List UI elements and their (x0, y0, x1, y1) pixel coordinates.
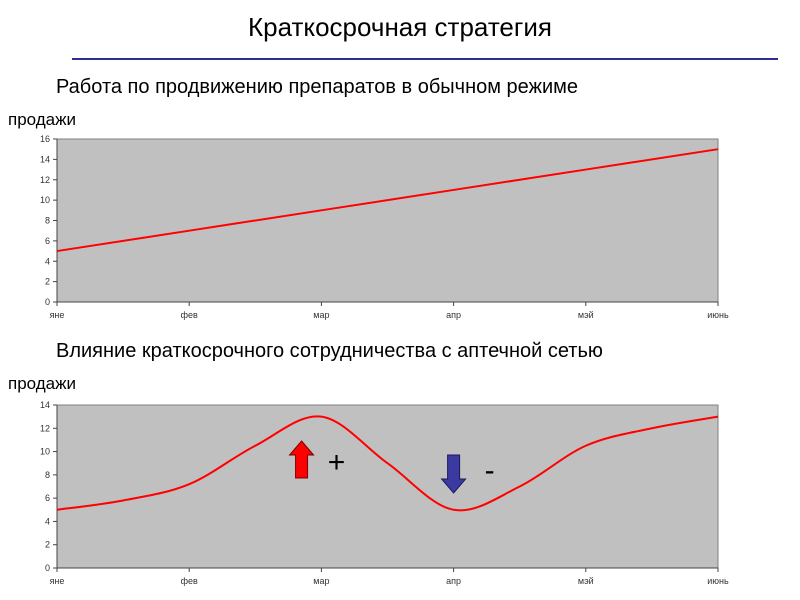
minus-sign: - (485, 454, 495, 487)
down-arrow-icon (440, 454, 467, 494)
y-tick-label: 2 (45, 277, 50, 287)
plot-area (56, 138, 719, 303)
y-tick-label: 8 (45, 216, 50, 226)
x-tick-label: мар (313, 576, 329, 586)
plot-area (56, 404, 719, 569)
up-arrow-icon (288, 440, 315, 479)
slide-title: Краткосрочная стратегия (248, 12, 552, 42)
y-tick-label: 6 (45, 493, 50, 503)
y-tick-label: 12 (40, 423, 50, 433)
x-tick-label: июнь (707, 576, 729, 586)
x-tick-label: фев (181, 576, 198, 586)
series-line (56, 148, 719, 253)
y-tick-label: 14 (40, 154, 50, 164)
x-tick-label: фев (181, 310, 198, 320)
chart2-subtitle: Влияние краткосрочного сотрудничества с … (56, 340, 603, 362)
plus-sign: + (328, 446, 346, 479)
title-divider (72, 58, 778, 60)
y-tick-label: 0 (45, 563, 50, 573)
y-tick-label: 4 (45, 516, 50, 526)
x-tick-label: яне (50, 310, 65, 320)
y-tick-label: 10 (40, 447, 50, 457)
y-tick-label: 10 (40, 195, 50, 205)
chart1-subtitle: Работа по продвижению препаратов в обычн… (56, 76, 578, 98)
x-tick-label: апр (446, 310, 461, 320)
y-tick-label: 14 (40, 400, 50, 410)
y-tick-label: 0 (45, 297, 50, 307)
y-tick-label: 12 (40, 175, 50, 185)
y-tick-label: 4 (45, 256, 50, 266)
chart2-ylabel: продажи (8, 374, 76, 393)
chart2-plot: 0 2 4 6 8 10 12 14 яне фев мар апр мэй июнь + - (40, 400, 729, 586)
y-tick-label: 6 (45, 236, 50, 246)
y-tick-label: 8 (45, 470, 50, 480)
chart1-plot: 0 2 4 6 8 10 12 14 16 яне фев мар апр мэй июнь (40, 134, 729, 320)
x-tick-label: мар (313, 310, 329, 320)
chart1-ylabel: продажи (8, 110, 76, 129)
x-tick-label: июнь (707, 310, 729, 320)
y-tick-label: 16 (40, 134, 50, 144)
series-line (56, 415, 719, 512)
x-tick-label: яне (50, 576, 65, 586)
x-tick-label: апр (446, 576, 461, 586)
x-tick-label: мэй (578, 576, 594, 586)
x-tick-label: мэй (578, 310, 594, 320)
y-tick-label: 2 (45, 540, 50, 550)
